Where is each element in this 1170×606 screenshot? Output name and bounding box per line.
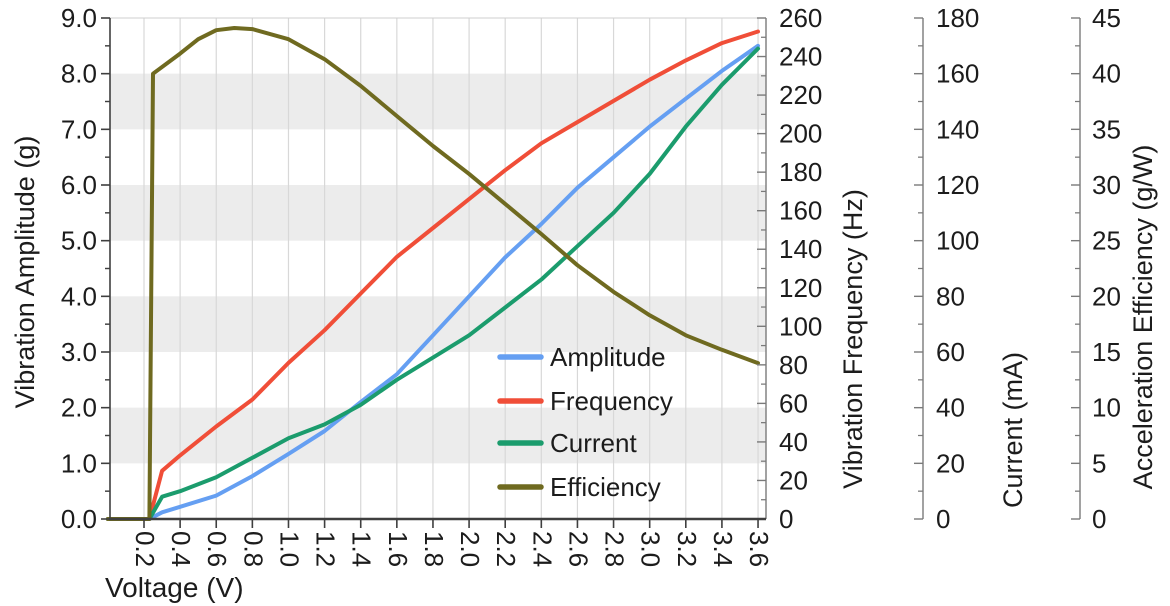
frequency-tick-label: 220 [779,80,822,110]
x-tick-label: 1.2 [311,531,341,567]
x-tick-label: 3.2 [672,531,702,567]
x-tick-label: 2.0 [455,531,485,567]
y-axis-title-current: Current (mA) [998,352,1028,508]
efficiency-tick-label: 10 [1092,393,1121,423]
frequency-tick-label: 0 [779,504,793,534]
y-axis-title-efficiency: Acceleration Efficiency (g/W) [1128,145,1158,490]
efficiency-tick-label: 30 [1092,170,1121,200]
amplitude-tick-label: 6.0 [61,170,97,200]
x-tick-label: 2.2 [491,531,521,567]
efficiency-tick-label: 0 [1092,504,1106,534]
x-tick-label: 3.4 [708,531,738,567]
x-tick-label: 1.4 [347,531,377,567]
x-tick-label: 3.0 [636,531,666,567]
x-tick-label: 3.6 [744,531,774,567]
series-line-current [105,46,760,521]
current-tick-label: 20 [936,448,965,478]
band [110,296,766,352]
frequency-tick-label: 80 [779,350,808,380]
gridlines [110,17,766,519]
frequency-tick-label: 180 [779,157,822,187]
legend: Amplitude Frequency Current Efficiency [497,342,673,502]
efficiency-tick-label: 40 [1092,59,1121,89]
x-tick-label: 2.6 [563,531,593,567]
frequency-tick-label: 240 [779,42,822,72]
efficiency-tick-label: 35 [1092,114,1121,144]
frequency-tick-label: 20 [779,465,808,495]
series-line-amplitude [105,43,760,521]
amplitude-tick-label: 0.0 [61,504,97,534]
current-tick-label: 60 [936,337,965,367]
legend-label-amplitude: Amplitude [550,342,666,372]
current-tick-label: 0 [936,504,950,534]
frequency-tick-label: 40 [779,427,808,457]
amplitude-tick-label: 1.0 [61,448,97,478]
x-tick-label: 2.8 [600,531,630,567]
amplitude-tick-label: 2.0 [61,393,97,423]
current-tick-label: 120 [936,170,979,200]
band [110,185,766,241]
current-tick-label: 140 [936,114,979,144]
x-tick-label: 0.6 [202,531,232,567]
axes: 0.0 1.0 2.0 3.0 4.0 5.0 6.0 7.0 8.0 9.0 0 20 40 60 80 1… [61,3,1121,567]
efficiency-tick-label: 15 [1092,337,1121,367]
current-tick-label: 80 [936,281,965,311]
x-tick-label: 1.6 [383,531,413,567]
x-tick-label: 2.4 [527,531,557,567]
y-axis-title-frequency: Vibration Frequency (Hz) [838,189,868,489]
frequency-tick-label: 100 [779,311,822,341]
amplitude-tick-label: 4.0 [61,281,97,311]
amplitude-tick-label: 9.0 [61,3,97,33]
x-tick-label: 0.8 [238,531,268,567]
legend-label-frequency: Frequency [550,386,673,416]
band [110,407,766,464]
x-tick-label: 0.4 [166,531,196,567]
frequency-tick-label: 160 [779,196,822,226]
current-tick-label: 40 [936,393,965,423]
amplitude-tick-label: 8.0 [61,59,97,89]
series-line-frequency [105,29,760,521]
frequency-tick-label: 260 [779,3,822,33]
legend-label-current: Current [550,428,637,458]
x-tick-label: 1.0 [274,531,304,567]
efficiency-tick-label: 45 [1092,3,1121,33]
frequency-tick-label: 120 [779,273,822,303]
amplitude-tick-label: 5.0 [61,226,97,256]
amplitude-tick-label: 3.0 [61,337,97,367]
x-axis-title: Voltage (V) [105,572,244,603]
y-axis-title-amplitude: Vibration Amplitude (g) [10,136,40,409]
efficiency-tick-label: 25 [1092,226,1121,256]
series-lines [105,26,760,521]
efficiency-tick-label: 5 [1092,448,1106,478]
frequency-tick-label: 200 [779,119,822,149]
frequency-tick-label: 140 [779,234,822,264]
x-tick-label: 1.8 [419,531,449,567]
current-tick-label: 160 [936,59,979,89]
amplitude-tick-label: 7.0 [61,114,97,144]
current-tick-label: 100 [936,226,979,256]
current-tick-label: 180 [936,3,979,33]
series-line-efficiency [105,26,760,521]
x-tick-label: 0.2 [130,531,160,567]
efficiency-tick-label: 20 [1092,281,1121,311]
frequency-tick-label: 60 [779,388,808,418]
legend-label-efficiency: Efficiency [550,472,661,502]
band [110,73,766,130]
background-bands [110,73,766,464]
